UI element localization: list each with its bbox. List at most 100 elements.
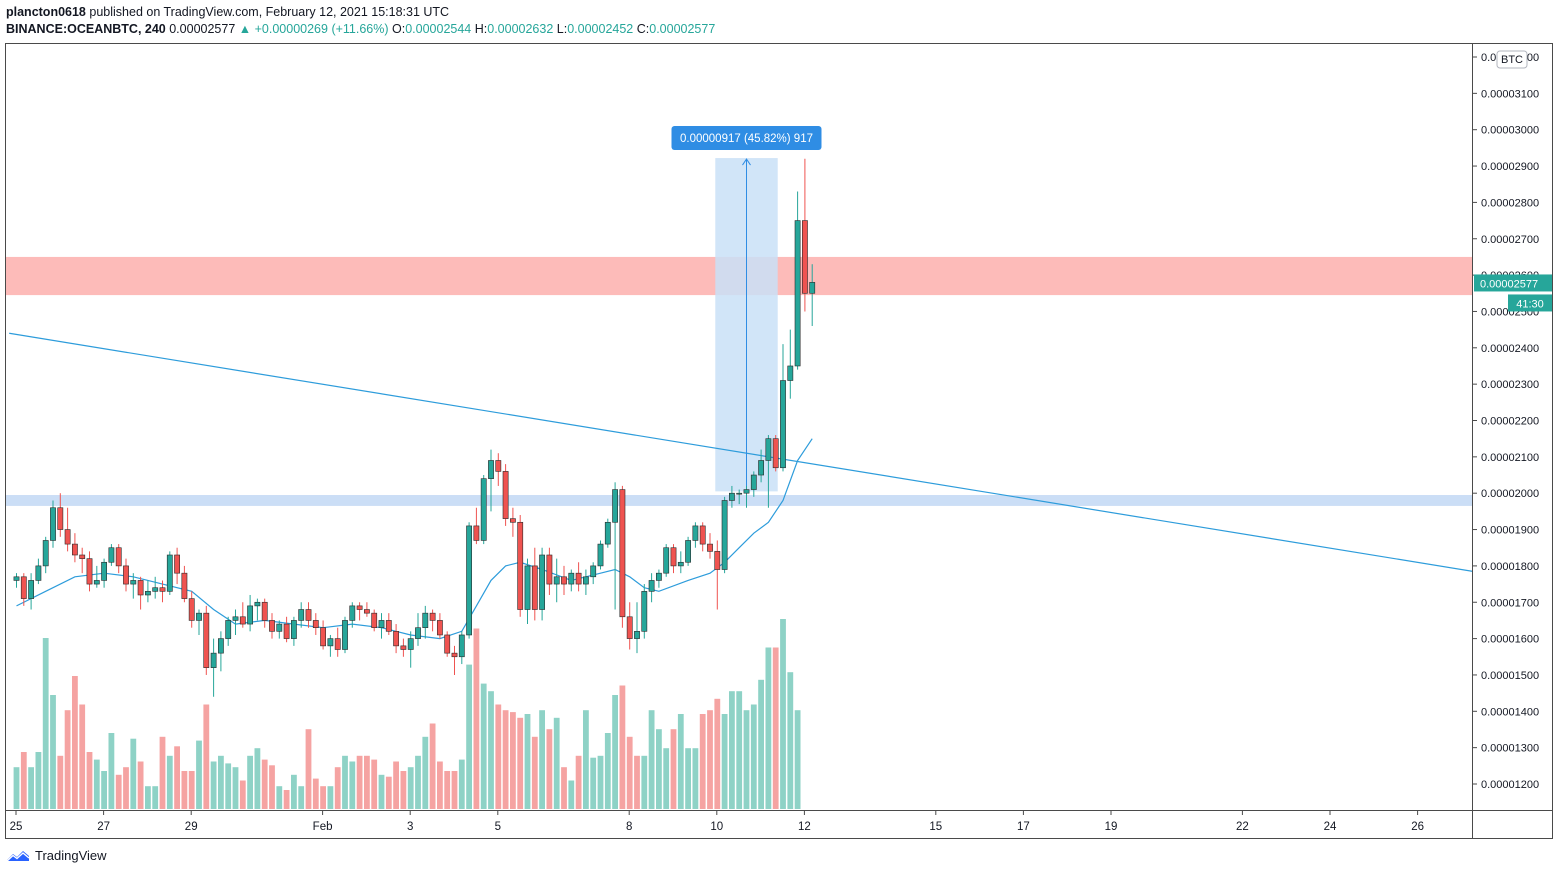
candle: [473, 507, 480, 545]
candle: [772, 435, 779, 472]
x-tick-label: 10: [710, 821, 723, 833]
candle: [707, 533, 713, 559]
volume-bar: [714, 698, 721, 809]
last-price: 0.00002577: [169, 22, 236, 36]
candle-body: [480, 478, 487, 541]
candle: [524, 558, 531, 625]
candle: [174, 547, 180, 585]
candle: [42, 536, 49, 574]
candle: [166, 551, 173, 595]
candle-body: [436, 620, 443, 636]
volume-bar: [283, 790, 290, 809]
footer-brand-text[interactable]: TradingView: [35, 848, 107, 863]
countdown-label-text: 41:30: [1516, 298, 1544, 310]
volume-bar: [648, 710, 655, 809]
candle-body: [692, 525, 699, 541]
candle-body: [590, 565, 597, 578]
candle: [290, 616, 297, 646]
volume-bar: [444, 771, 451, 809]
candle-body: [561, 576, 567, 585]
volume-bar: [371, 759, 378, 809]
candle: [809, 264, 816, 326]
candle-body: [575, 572, 582, 585]
candle-body: [743, 489, 750, 494]
candle: [466, 522, 472, 639]
volume-bar: [743, 710, 750, 809]
candle-body: [619, 489, 626, 618]
y-tick-label: 0.00001700: [1481, 597, 1539, 609]
volume-bar: [196, 740, 202, 809]
candle-body: [765, 438, 772, 461]
published-text: published on TradingView.com, February 1…: [89, 5, 450, 19]
candle: [714, 540, 721, 610]
candle: [130, 573, 137, 599]
candle-body: [42, 540, 49, 567]
last-price-label-text: 0.00002577: [1480, 278, 1538, 290]
volume-bar: [364, 755, 370, 809]
candle: [546, 547, 553, 595]
volume-bar: [320, 786, 326, 809]
volume-bar: [145, 786, 151, 809]
candle-body: [787, 365, 794, 381]
candle: [261, 598, 268, 628]
last-price-label-box: [1474, 274, 1552, 292]
candle: [123, 558, 129, 592]
candle: [247, 594, 253, 632]
candle-body: [290, 620, 297, 639]
y-tick-label: 0.00003000: [1481, 125, 1539, 137]
candle-body: [327, 638, 334, 647]
x-tick-label: 27: [97, 821, 110, 833]
volume-bar: [502, 710, 509, 809]
volume-bar: [159, 736, 166, 809]
volume-bar: [685, 748, 691, 809]
volume-bar: [531, 736, 538, 809]
candle: [415, 613, 421, 646]
candle: [619, 485, 626, 628]
volume-bar: [269, 765, 275, 809]
candle-body: [648, 580, 655, 592]
x-tick-label: 29: [185, 821, 198, 833]
candle: [758, 449, 764, 483]
volume-bar: [612, 695, 618, 809]
volume-bar: [115, 774, 122, 809]
volume-bar: [794, 710, 801, 809]
candle: [670, 544, 677, 574]
author-name[interactable]: plancton0618: [6, 5, 86, 19]
x-tick-label: 22: [1236, 821, 1249, 833]
candle-body: [130, 580, 137, 585]
candle: [210, 638, 217, 697]
candle-body: [349, 605, 356, 621]
volume-bar: [42, 638, 49, 809]
volume-bar: [619, 685, 626, 809]
y-tick-label: 0.00001800: [1481, 561, 1539, 573]
low-value: 0.00002452: [567, 22, 634, 36]
candle-body: [444, 634, 451, 654]
candle: [327, 634, 334, 657]
candle: [509, 507, 516, 537]
candle: [203, 605, 210, 675]
candle: [356, 602, 363, 621]
candle: [765, 435, 772, 508]
volume-bar: [634, 755, 640, 809]
volume-bar: [276, 786, 283, 809]
candle: [480, 475, 487, 545]
volume-bar: [13, 767, 20, 809]
candle-body: [553, 576, 560, 585]
volume-bar: [429, 723, 436, 809]
volume-bar: [546, 729, 553, 809]
candle: [436, 613, 443, 639]
candle: [145, 580, 151, 603]
candle: [458, 631, 465, 665]
candle-body: [320, 627, 326, 647]
candle-body: [772, 438, 779, 469]
candle-body: [101, 561, 107, 581]
x-tick-label: 15: [929, 821, 942, 833]
candle: [181, 565, 188, 603]
candle: [20, 573, 27, 606]
candle: [597, 540, 604, 570]
volume-bar: [670, 729, 677, 809]
volume-bar: [137, 761, 144, 809]
candle-body: [225, 620, 232, 639]
volume-bar: [378, 774, 385, 809]
